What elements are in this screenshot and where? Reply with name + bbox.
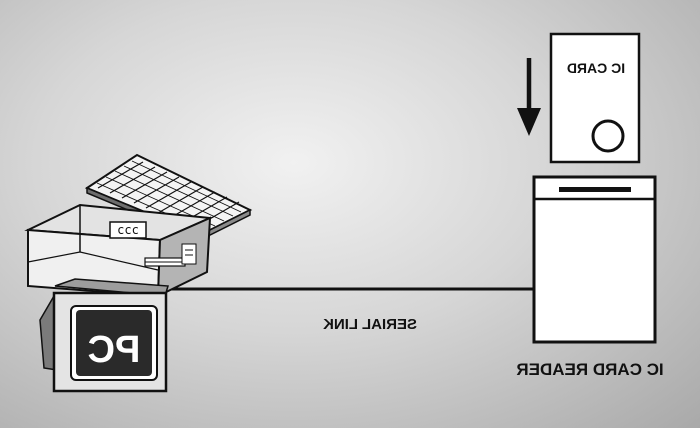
- card-chip-icon: [591, 119, 625, 153]
- monitor: PC: [39, 278, 169, 393]
- serial-link-label: SERIAL LINK: [323, 316, 417, 333]
- ic-card-reader: [532, 175, 657, 344]
- insert-arrow-icon: [517, 58, 541, 136]
- card-slot: [559, 187, 631, 192]
- pc-label: PC: [88, 329, 141, 371]
- monitor-screen: [76, 310, 152, 376]
- drive-slot-marks: ccc: [117, 223, 139, 237]
- pc-computer: ccc PC: [24, 153, 253, 393]
- ic-card-label: IC CARD: [567, 60, 625, 76]
- ic-card: IC CARD: [549, 32, 641, 164]
- system-unit: ccc: [24, 203, 214, 298]
- ic-card-reader-label: IC CARD READER: [516, 360, 663, 379]
